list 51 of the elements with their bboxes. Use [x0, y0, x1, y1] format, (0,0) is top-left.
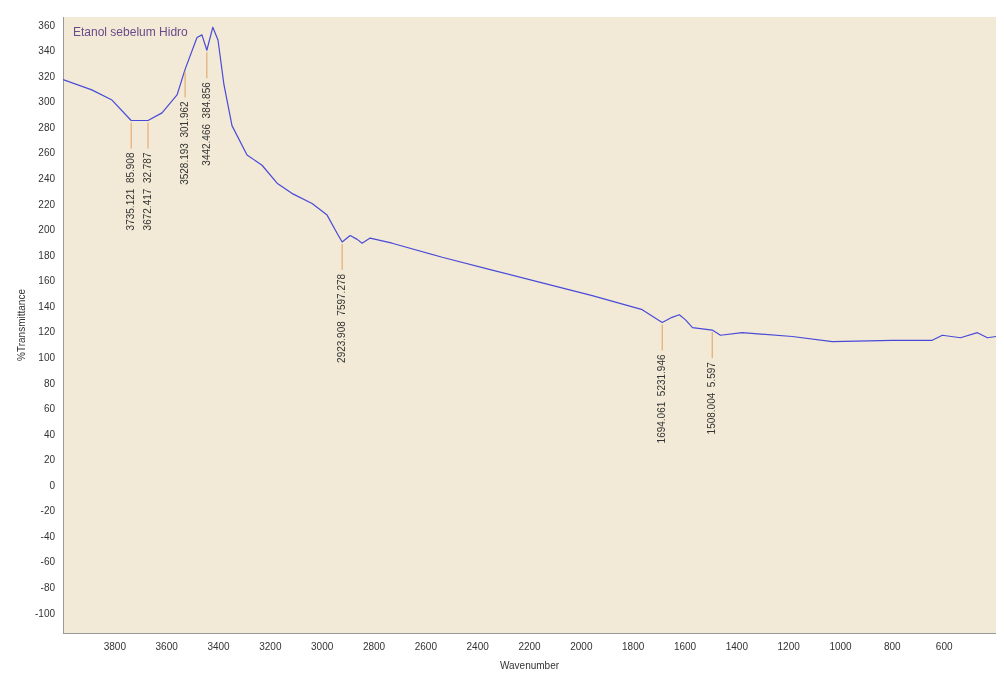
- x-tick-label: 600: [935, 640, 953, 652]
- x-tick-label: 1200: [777, 640, 801, 652]
- y-tick-label: 220: [38, 198, 56, 210]
- x-tick-label: 3400: [207, 640, 231, 652]
- x-tick-label: 2600: [414, 640, 438, 652]
- y-tick-label: 320: [38, 70, 56, 82]
- y-tick-label: 200: [38, 224, 56, 236]
- y-tick-label: 300: [38, 96, 56, 108]
- y-tick-label: -20: [40, 505, 56, 517]
- y-tick-label: -60: [40, 556, 56, 568]
- x-tick-label: 3800: [103, 640, 127, 652]
- x-tick-label: 2200: [518, 640, 542, 652]
- x-tick-label: 2800: [362, 640, 386, 652]
- y-tick-label: 340: [38, 45, 56, 57]
- annotation: 1508.004 5.597: [705, 361, 717, 435]
- x-tick-label: 2000: [570, 640, 593, 652]
- annotation: 3735.121 85.908: [124, 152, 136, 231]
- x-tick-label: 1400: [725, 640, 749, 652]
- y-axis-title: %Transmittance: [15, 288, 27, 361]
- annotation: 2923.908 7597.278: [335, 273, 347, 363]
- x-tick-label: 1000: [829, 640, 853, 652]
- y-tick-label: 100: [38, 351, 56, 363]
- y-tick-label: 80: [43, 377, 56, 389]
- annotation: 3442.466 384.856: [200, 81, 212, 166]
- x-tick-label: 1600: [673, 640, 697, 652]
- x-tick-label: 1800: [622, 640, 645, 652]
- x-tick-label: 800: [883, 640, 902, 652]
- y-tick-label: 240: [38, 173, 56, 185]
- y-tick-label: 180: [38, 249, 56, 261]
- x-tick-label: 3000: [311, 640, 334, 652]
- y-tick-label: 280: [38, 121, 56, 133]
- y-tick-label: 40: [43, 428, 56, 440]
- x-axis-title: Wavenumber: [499, 659, 560, 671]
- annotation: 1694.061 5231.946: [655, 354, 667, 444]
- x-tick-label: 2400: [466, 640, 490, 652]
- annotation: 3672.417 32.787: [141, 152, 153, 231]
- y-tick-label: 160: [38, 275, 56, 287]
- y-tick-label: 360: [38, 19, 56, 31]
- annotation: 3528.193 301.962: [178, 100, 190, 185]
- y-tick-label: 0: [49, 479, 56, 491]
- y-tick-label: -40: [40, 530, 56, 542]
- y-tick-label: 120: [38, 326, 56, 338]
- text: Etanol sebelum Hidro: [73, 25, 189, 40]
- y-tick-label: -100: [35, 607, 56, 619]
- x-tick-label: 3200: [259, 640, 282, 652]
- y-tick-label: 140: [38, 300, 56, 312]
- y-tick-label: 60: [43, 403, 56, 415]
- x-tick-label: 3600: [155, 640, 179, 652]
- y-tick-label: -80: [40, 582, 56, 594]
- y-tick-label: 20: [43, 454, 56, 466]
- y-tick-label: 260: [38, 147, 56, 159]
